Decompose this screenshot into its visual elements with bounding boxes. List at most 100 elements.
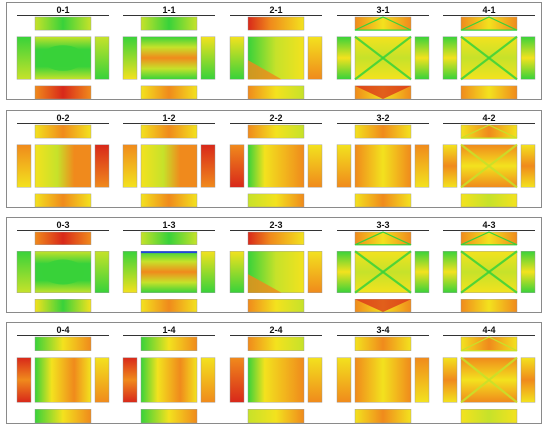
top-face xyxy=(354,16,412,31)
left-face xyxy=(442,36,458,80)
contour-map xyxy=(442,231,536,313)
top-face xyxy=(140,16,198,31)
main-face xyxy=(354,144,412,188)
panel-label-rule xyxy=(337,123,429,124)
right-face xyxy=(307,357,323,403)
right-face xyxy=(307,251,323,293)
panel-label: 0-4 xyxy=(56,325,70,335)
contour-map xyxy=(229,16,323,100)
top-face xyxy=(140,231,198,246)
diagonal-band xyxy=(354,35,412,81)
left-face xyxy=(16,357,32,403)
main-face xyxy=(140,36,198,80)
hot-corner-region xyxy=(248,60,282,80)
top-face xyxy=(247,124,305,139)
main-face xyxy=(140,144,198,188)
top-triangle-band xyxy=(354,231,412,246)
diagonal-band xyxy=(460,143,518,189)
panel-label-rule xyxy=(17,123,109,124)
panel-label-rule xyxy=(123,335,215,336)
hot-corner-region xyxy=(248,274,282,293)
panel-label-rule xyxy=(443,15,535,16)
panel-label: 1-2 xyxy=(162,113,176,123)
contour-map xyxy=(122,124,216,208)
contour-map xyxy=(336,124,430,208)
hot-bottom-region xyxy=(355,85,411,99)
contour-map xyxy=(122,16,216,100)
left-face xyxy=(122,144,138,188)
panel-label: 4-4 xyxy=(482,325,496,335)
left-face xyxy=(336,36,352,80)
panel-label: 4-2 xyxy=(482,113,496,123)
panel-label: 2-4 xyxy=(269,325,283,335)
panel-label: 1-4 xyxy=(162,325,176,335)
right-face xyxy=(520,251,536,293)
contour-map xyxy=(442,124,536,208)
contour-map xyxy=(122,336,216,424)
left-face xyxy=(336,357,352,403)
left-face xyxy=(16,36,32,80)
contour-map xyxy=(442,336,536,424)
right-face xyxy=(200,36,216,80)
right-face xyxy=(414,357,430,403)
contour-map xyxy=(336,336,430,424)
bottom-face xyxy=(140,409,198,424)
diagonal-band xyxy=(460,250,518,294)
bottom-face xyxy=(354,193,412,208)
figure-row-panel: 0-2 1-2 2-2 3-2 4-2 xyxy=(6,110,542,208)
contour-map xyxy=(16,336,110,424)
panel-label-rule xyxy=(337,230,429,231)
right-face xyxy=(520,357,536,403)
bottom-face xyxy=(460,409,518,424)
top-face xyxy=(460,16,518,31)
right-face xyxy=(94,357,110,403)
bottom-face xyxy=(460,298,518,313)
top-triangle-band xyxy=(460,124,518,139)
contour-map xyxy=(16,231,110,313)
contour-map xyxy=(229,336,323,424)
panel-label: 3-2 xyxy=(376,113,390,123)
left-face xyxy=(442,251,458,293)
contour-panel: 2-1 xyxy=(226,3,326,101)
contour-map xyxy=(16,16,110,100)
contour-panel: 3-2 xyxy=(333,111,433,209)
top-face xyxy=(34,16,92,31)
panel-label-rule xyxy=(337,335,429,336)
panel-label-rule xyxy=(230,335,322,336)
figure-row-panel: 0-1 1-1 2-1 3-1 4-1 xyxy=(6,2,542,100)
right-face xyxy=(520,144,536,188)
left-face xyxy=(442,144,458,188)
panel-label: 0-2 xyxy=(56,113,70,123)
top-face xyxy=(460,231,518,246)
top-face xyxy=(140,124,198,139)
contour-panel: 4-1 xyxy=(439,3,539,101)
left-face xyxy=(16,144,32,188)
right-face xyxy=(94,36,110,80)
bottom-face xyxy=(140,85,198,100)
panel-label-rule xyxy=(337,15,429,16)
right-face xyxy=(307,36,323,80)
contour-panel: 4-4 xyxy=(439,323,539,425)
right-face xyxy=(414,36,430,80)
cool-center-region xyxy=(41,259,85,285)
diagonal-band xyxy=(354,250,412,294)
bottom-face xyxy=(247,193,305,208)
figure-row-panel: 0-3 1-3 2-3 3-3 4-3 xyxy=(6,217,542,313)
left-face xyxy=(122,36,138,80)
top-face xyxy=(34,124,92,139)
panel-label-rule xyxy=(123,230,215,231)
panel-label-rule xyxy=(230,123,322,124)
panel-label-rule xyxy=(230,15,322,16)
panel-label: 2-2 xyxy=(269,113,283,123)
figure-row-panel: 0-4 1-4 2-4 3-4 4-4 xyxy=(6,322,542,424)
bottom-face xyxy=(140,298,198,313)
panel-label-rule xyxy=(443,123,535,124)
main-face xyxy=(354,357,412,403)
panel-label: 0-3 xyxy=(56,220,70,230)
top-face xyxy=(247,336,305,351)
contour-panel: 3-3 xyxy=(333,218,433,314)
contour-panel: 0-4 xyxy=(13,323,113,425)
right-face xyxy=(200,144,216,188)
contour-map xyxy=(336,231,430,313)
panel-label-rule xyxy=(230,230,322,231)
